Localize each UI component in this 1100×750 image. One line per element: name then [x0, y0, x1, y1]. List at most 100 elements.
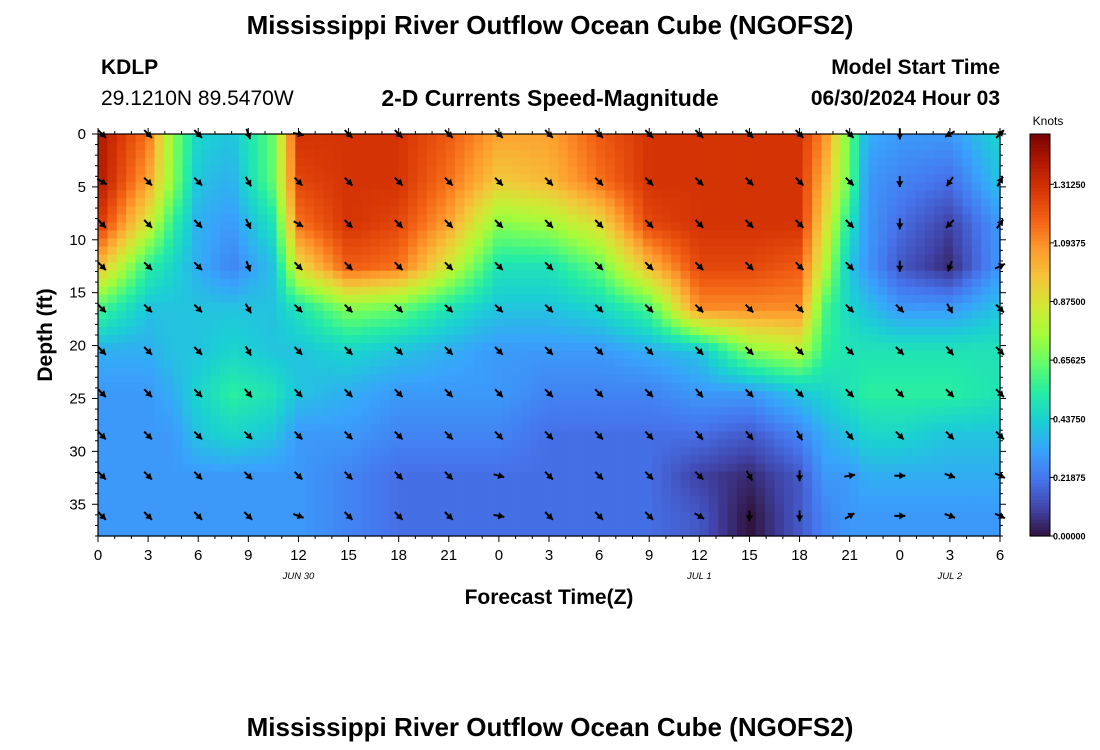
heatmap-cell: [736, 326, 747, 336]
heatmap-cell: [144, 206, 155, 215]
heatmap-cell: [483, 399, 494, 408]
heatmap-cell: [821, 246, 832, 256]
heatmap-cell: [126, 495, 137, 505]
heatmap-cell: [812, 455, 823, 465]
heatmap-cell: [887, 463, 898, 473]
heatmap-cell: [126, 318, 137, 328]
heatmap-cell: [370, 407, 381, 416]
heatmap-cell: [107, 471, 118, 481]
heatmap-cell: [642, 471, 653, 481]
heatmap-cell: [774, 407, 785, 416]
heatmap-cell: [361, 294, 372, 304]
heatmap-cell: [689, 351, 700, 360]
heatmap-cell: [455, 222, 466, 232]
heatmap-cell: [126, 407, 137, 416]
heatmap-cell: [943, 270, 954, 280]
heatmap-cell: [595, 367, 606, 376]
heatmap-cell: [238, 302, 249, 312]
heatmap-cell: [502, 326, 513, 336]
heatmap-cell: [783, 335, 794, 344]
heatmap-cell: [229, 335, 240, 344]
heatmap-cell: [821, 527, 832, 537]
heatmap-cell: [464, 503, 475, 513]
heatmap-cell: [210, 383, 221, 392]
heatmap-cell: [135, 278, 146, 288]
heatmap-cell: [558, 519, 569, 529]
heatmap-cell: [887, 294, 898, 304]
heatmap-cell: [577, 335, 588, 344]
heatmap-cell: [323, 214, 334, 224]
heatmap-cell: [981, 463, 992, 473]
heatmap-cell: [859, 447, 870, 457]
heatmap-cell: [689, 206, 700, 215]
heatmap-cell: [868, 423, 879, 433]
heatmap-cell: [821, 367, 832, 376]
heatmap-cell: [915, 487, 926, 497]
heatmap-cell: [736, 182, 747, 191]
heatmap-cell: [943, 335, 954, 344]
heatmap-cell: [473, 166, 484, 175]
current-arrow: [945, 346, 955, 356]
heatmap-cell: [276, 318, 287, 328]
heatmap-cell: [257, 142, 268, 151]
heatmap-cell: [605, 407, 616, 416]
heatmap-cell: [877, 415, 888, 425]
heatmap-cell: [285, 214, 296, 224]
heatmap-cell: [323, 238, 334, 248]
heatmap-cell: [370, 519, 381, 529]
heatmap-cell: [605, 182, 616, 191]
heatmap-cell: [257, 198, 268, 207]
heatmap-cell: [699, 463, 710, 473]
heatmap-cell: [417, 527, 428, 537]
heatmap-cell: [464, 246, 475, 256]
heatmap-cell: [426, 326, 437, 336]
heatmap-cell: [445, 230, 456, 240]
heatmap-cell: [229, 527, 240, 537]
heatmap-cell: [511, 455, 522, 465]
heatmap-cell: [144, 190, 155, 199]
heatmap-cell: [483, 270, 494, 280]
heatmap-cell: [98, 310, 108, 320]
heatmap-cell: [285, 511, 296, 521]
heatmap-cell: [455, 439, 466, 449]
heatmap-cell: [511, 343, 522, 352]
heatmap-cell: [877, 150, 888, 159]
heatmap-cell: [361, 423, 372, 433]
heatmap-cell: [464, 383, 475, 392]
heatmap-cell: [267, 351, 278, 360]
heatmap-cell: [248, 190, 259, 199]
heatmap-cell: [98, 479, 108, 489]
heatmap-cell: [107, 238, 118, 248]
heatmap-cell: [163, 479, 174, 489]
heatmap-cell: [577, 310, 588, 320]
heatmap-cell: [830, 158, 841, 167]
heatmap-cell: [680, 431, 691, 441]
heatmap-cell: [783, 150, 794, 159]
heatmap-cell: [314, 503, 325, 513]
heatmap-cell: [699, 302, 710, 312]
heatmap-cell: [689, 503, 700, 513]
heatmap-cell: [229, 375, 240, 384]
heatmap-cell: [163, 286, 174, 296]
heatmap-cell: [220, 439, 231, 449]
heatmap-cell: [934, 455, 945, 465]
heatmap-cell: [943, 343, 954, 352]
heatmap-cell: [849, 262, 860, 272]
heatmap-cell: [276, 375, 287, 384]
heatmap-cell: [887, 286, 898, 296]
heatmap-cell: [586, 407, 597, 416]
heatmap-cell: [257, 359, 268, 368]
heatmap-cell: [511, 326, 522, 336]
heatmap-cell: [154, 294, 165, 304]
heatmap-cell: [417, 134, 428, 143]
heatmap-cell: [577, 455, 588, 465]
heatmap-cell: [774, 166, 785, 175]
heatmap-cell: [605, 270, 616, 280]
heatmap-cell: [530, 399, 541, 408]
heatmap-cell: [708, 190, 719, 199]
current-arrow: [694, 346, 704, 356]
heatmap-cell: [248, 142, 259, 151]
heatmap-cell: [295, 519, 306, 529]
heatmap-cell: [398, 198, 409, 207]
heatmap-cell: [229, 399, 240, 408]
